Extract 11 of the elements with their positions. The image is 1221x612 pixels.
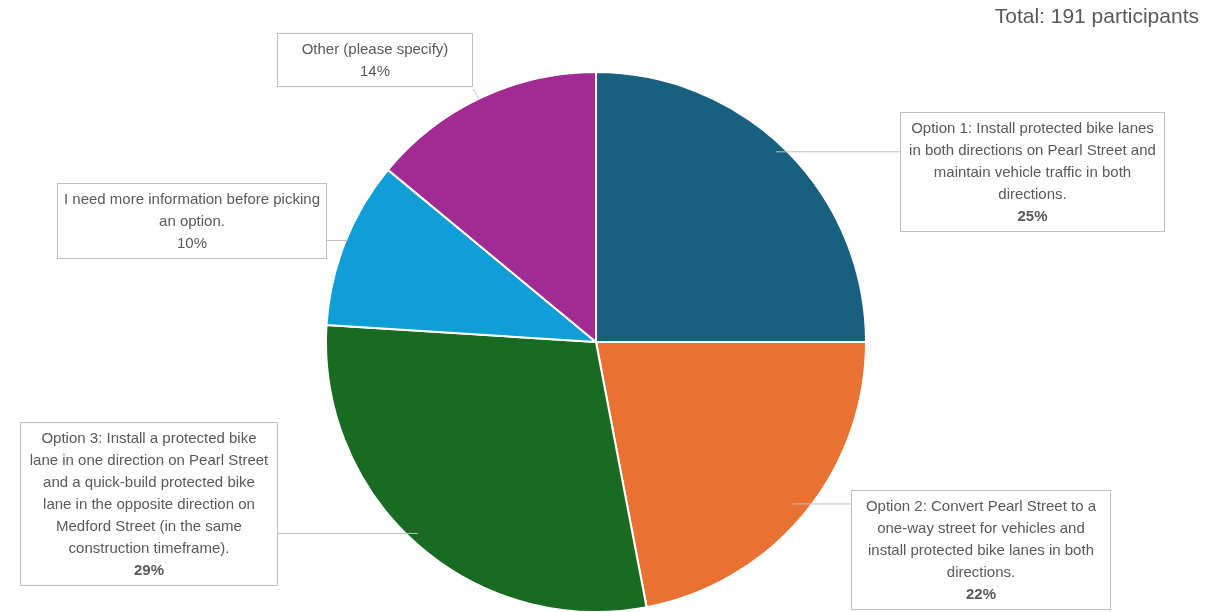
data-label: 22%	[965, 585, 997, 602]
data-label: 14%	[359, 62, 391, 79]
slice-label: Option 3: Install a protected bike lane in one direction on Pearl Street and a quick-build protected bike lane in the opposite direction on Medford Street (in the same construction timeframe).	[29, 429, 269, 556]
data-label: 10%	[176, 234, 208, 251]
slice-label: Option 1: Install protected bike lanes in both directions on Pearl Street and maintain vehicle traffic in both directions.	[909, 119, 1156, 202]
data-label: 29%	[133, 561, 165, 578]
slice-label: Option 2: Convert Pearl Street to a one-way street for vehicles and install protected bike lanes in both directions.	[865, 497, 1097, 580]
slice-label: I need more information before picking an option.	[64, 190, 320, 229]
slice-label: Other (please specify)	[301, 40, 449, 57]
text: Total: 191 participants	[994, 4, 1199, 27]
data-label: 25%	[1017, 207, 1048, 224]
